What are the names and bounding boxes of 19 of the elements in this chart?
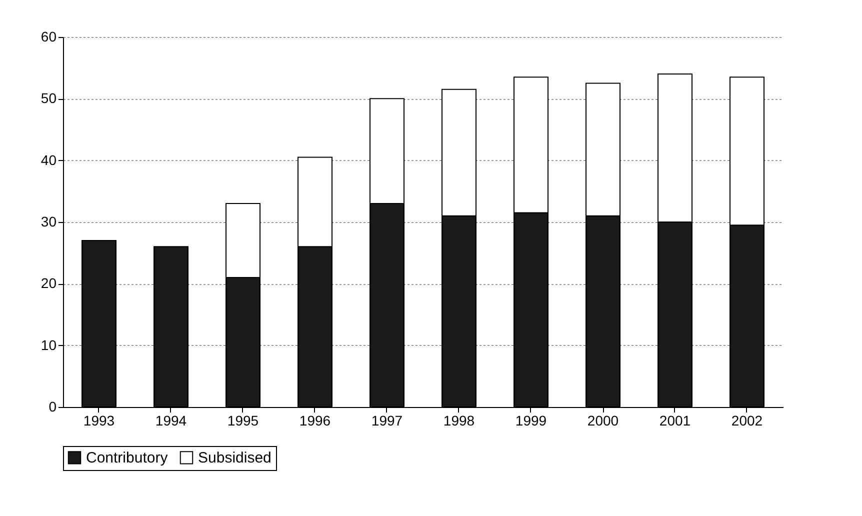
y-tick-label: 30 [40,214,57,230]
x-tick-label: 1997 [371,412,403,428]
y-tick-label: 0 [48,398,57,414]
x-tick-label: 1998 [443,412,475,428]
x-tick-label: 1996 [299,412,331,428]
y-tick-label: 10 [40,336,57,353]
y-tick-label: 60 [40,28,57,44]
x-tick-label: 1993 [83,412,115,428]
x-tick-label: 2002 [731,412,763,428]
y-tick-label: 40 [40,152,57,168]
x-tick-label: 2001 [659,412,691,428]
x-tick-label: 1999 [515,412,547,428]
legend-label: Contributory [86,450,168,467]
x-tick-label: 1994 [155,412,187,428]
y-tick-label: 50 [40,90,57,106]
legend-label: Subsidised [198,450,272,467]
x-tick-label: 1995 [227,412,259,428]
x-tick-label: 2000 [587,412,619,428]
y-tick-label: 20 [40,275,57,292]
